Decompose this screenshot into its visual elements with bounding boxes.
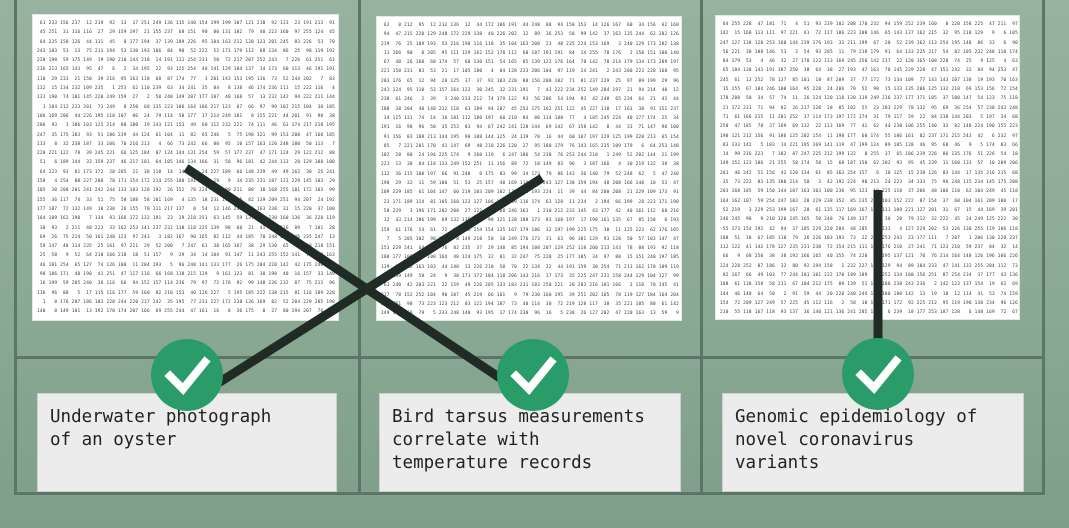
check-circle-icon	[497, 339, 569, 411]
divider-1	[358, 0, 361, 495]
pixel-value-grid-1: 61 233 156 237 12 219 92 13 17 251 249 1…	[33, 15, 338, 320]
caption-1: Underwater photograph of an oyster	[37, 393, 337, 492]
check-circle-icon	[151, 339, 223, 411]
pixel-value-grid-3: 64 255 228 47 181 71 4 51 93 239 102 208…	[716, 16, 1019, 319]
match-line-2	[209, 174, 545, 391]
divider-2	[700, 0, 703, 495]
pixel-values: 62 0 212 95 12 212 136 12 44 172 106 191…	[381, 23, 680, 317]
bottom-divider	[14, 492, 1044, 495]
pixel-values: 61 233 156 237 12 219 92 13 17 251 249 1…	[37, 21, 336, 315]
divider-left	[14, 0, 17, 495]
match-line-1	[183, 164, 503, 382]
divider-right	[1042, 0, 1045, 495]
check-circle-icon	[842, 338, 914, 410]
pixel-value-grid-2: 62 0 212 95 12 212 136 12 44 172 106 191…	[377, 17, 681, 320]
